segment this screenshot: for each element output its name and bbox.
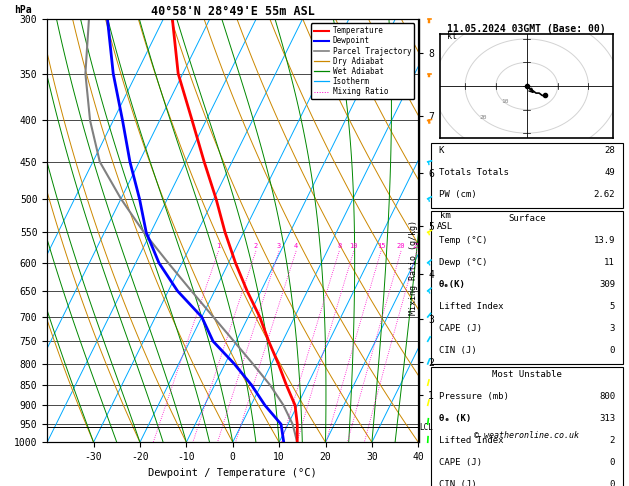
Text: 2: 2	[253, 243, 258, 249]
Text: Surface: Surface	[508, 214, 545, 224]
X-axis label: Dewpoint / Temperature (°C): Dewpoint / Temperature (°C)	[148, 468, 317, 478]
Text: Pressure (mb): Pressure (mb)	[438, 392, 508, 401]
Text: Temp (°C): Temp (°C)	[438, 236, 487, 245]
Text: 309: 309	[599, 280, 615, 289]
Text: 5: 5	[610, 302, 615, 312]
Text: Dewp (°C): Dewp (°C)	[438, 259, 487, 267]
Text: 20: 20	[397, 243, 405, 249]
Text: 0: 0	[610, 480, 615, 486]
Text: 49: 49	[604, 168, 615, 177]
Bar	[431, 367, 623, 486]
Y-axis label: km
ASL: km ASL	[437, 211, 453, 231]
Text: 8: 8	[337, 243, 342, 249]
Text: 1: 1	[216, 243, 221, 249]
Text: Mixing Ratio (g/kg): Mixing Ratio (g/kg)	[409, 220, 418, 315]
Text: 25: 25	[413, 243, 421, 249]
Text: 15: 15	[377, 243, 386, 249]
Text: 11: 11	[604, 259, 615, 267]
Bar	[431, 211, 623, 364]
Text: θₑ (K): θₑ (K)	[438, 415, 470, 423]
Text: kt: kt	[447, 32, 457, 41]
Text: CAPE (J): CAPE (J)	[438, 324, 482, 333]
Text: Totals Totals: Totals Totals	[438, 168, 508, 177]
Text: 10: 10	[350, 243, 358, 249]
Text: 2: 2	[610, 436, 615, 445]
Text: Lifted Index: Lifted Index	[438, 436, 503, 445]
Text: hPa: hPa	[14, 5, 31, 15]
Text: 0: 0	[610, 347, 615, 355]
Text: 0: 0	[610, 458, 615, 468]
Text: 800: 800	[599, 392, 615, 401]
Text: 3: 3	[610, 324, 615, 333]
Text: 4: 4	[294, 243, 298, 249]
Text: Lifted Index: Lifted Index	[438, 302, 503, 312]
Text: 313: 313	[599, 415, 615, 423]
Text: θₑ(K): θₑ(K)	[438, 280, 465, 289]
Text: 2.62: 2.62	[594, 190, 615, 199]
Bar	[431, 143, 623, 208]
Text: 11.05.2024 03GMT (Base: 00): 11.05.2024 03GMT (Base: 00)	[447, 24, 606, 34]
Text: 13.9: 13.9	[594, 236, 615, 245]
Text: CAPE (J): CAPE (J)	[438, 458, 482, 468]
Text: 20: 20	[480, 115, 487, 120]
Text: CIN (J): CIN (J)	[438, 480, 476, 486]
Text: 28: 28	[604, 146, 615, 156]
Text: LCL: LCL	[419, 423, 433, 432]
Legend: Temperature, Dewpoint, Parcel Trajectory, Dry Adiabat, Wet Adiabat, Isotherm, Mi: Temperature, Dewpoint, Parcel Trajectory…	[311, 23, 415, 99]
Text: 3: 3	[277, 243, 281, 249]
Text: K: K	[438, 146, 444, 156]
Text: © weatheronline.co.uk: © weatheronline.co.uk	[474, 431, 579, 440]
Text: 10: 10	[501, 99, 509, 104]
Text: PW (cm): PW (cm)	[438, 190, 476, 199]
Title: 40°58'N 28°49'E 55m ASL: 40°58'N 28°49'E 55m ASL	[151, 5, 314, 18]
Text: CIN (J): CIN (J)	[438, 347, 476, 355]
Text: Most Unstable: Most Unstable	[492, 370, 562, 380]
